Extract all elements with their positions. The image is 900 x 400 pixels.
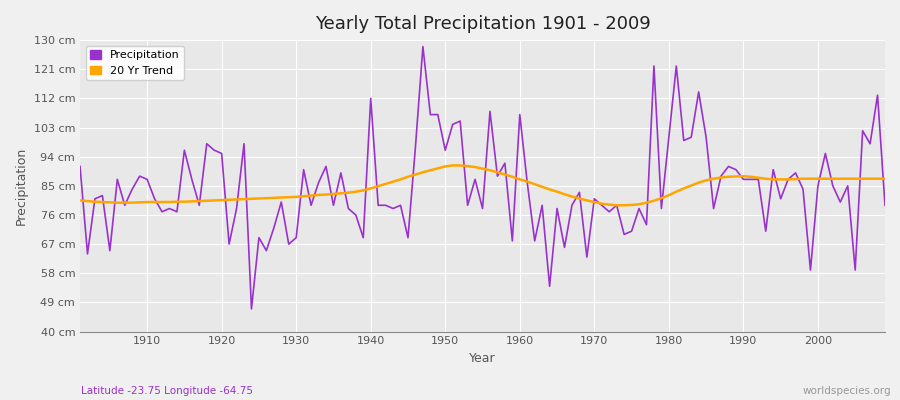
Y-axis label: Precipitation: Precipitation <box>15 147 28 225</box>
X-axis label: Year: Year <box>469 352 496 365</box>
Legend: Precipitation, 20 Yr Trend: Precipitation, 20 Yr Trend <box>86 46 184 80</box>
Title: Yearly Total Precipitation 1901 - 2009: Yearly Total Precipitation 1901 - 2009 <box>315 15 651 33</box>
Text: Latitude -23.75 Longitude -64.75: Latitude -23.75 Longitude -64.75 <box>81 386 253 396</box>
Text: worldspecies.org: worldspecies.org <box>803 386 891 396</box>
